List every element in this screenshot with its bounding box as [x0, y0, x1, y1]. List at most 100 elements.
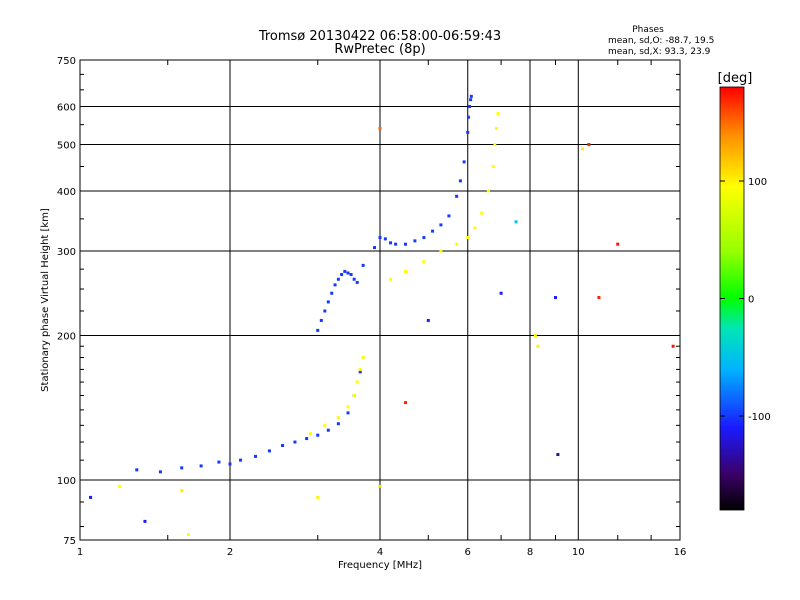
colorbar-label: [deg] [718, 71, 753, 86]
data-point-s2-8 [499, 291, 503, 295]
data-point-s2-16 [597, 296, 601, 300]
data-point-s0-45 [462, 160, 466, 164]
data-point-s1-6 [358, 367, 362, 371]
data-point-s2-20 [403, 401, 407, 405]
data-point-s0-6 [239, 458, 243, 462]
data-point-s0-4 [217, 460, 221, 464]
data-point-s0-17 [358, 370, 362, 374]
data-point-s0-13 [326, 428, 330, 432]
data-point-s0-50 [469, 94, 473, 98]
data-point-s1-14 [473, 226, 477, 230]
data-point-s0-15 [346, 411, 350, 415]
grid [80, 60, 680, 540]
data-point-s0-37 [403, 242, 407, 246]
data-point-s1-19 [494, 126, 498, 130]
data-point-s0-47 [466, 115, 470, 119]
x-tick-label-8: 8 [527, 547, 533, 558]
data-point-s0-41 [439, 223, 443, 227]
y-tick-label-400: 400 [57, 187, 76, 198]
data-point-s1-13 [466, 236, 470, 240]
legend-line-o: mean, sd,O: -88.7, 19.5 [608, 36, 714, 46]
data-point-s0-26 [343, 269, 347, 273]
x-axis: 1 2 4 6 8 10 16 [77, 60, 686, 558]
legend-header: Phases [632, 25, 664, 35]
data-point-s0-11 [305, 437, 309, 441]
data-point-s0-20 [323, 309, 327, 313]
data-point-s0-33 [378, 236, 382, 240]
data-point-s2-17 [616, 242, 620, 246]
data-point-s0-18 [316, 328, 320, 332]
data-point-s0-44 [458, 179, 462, 183]
data-point-s2-12 [553, 296, 557, 300]
data-point-s0-32 [373, 246, 377, 250]
data-point-s1-5 [355, 380, 359, 384]
y-tick-label-600: 600 [57, 103, 76, 114]
y-tick-label-300: 300 [57, 247, 76, 258]
data-point-s2-14 [581, 147, 585, 151]
colorbar-tick-label--100: -100 [748, 412, 771, 423]
data-point-s1-2 [336, 415, 340, 419]
data-point-s0-28 [349, 273, 353, 277]
data-point-s0-24 [336, 277, 340, 281]
data-point-s0-39 [422, 236, 426, 240]
y-tick-label-500: 500 [57, 141, 76, 152]
data-point-s1-7 [361, 355, 365, 359]
data-point-s0-29 [352, 277, 356, 281]
data-point-s2-15 [587, 143, 591, 147]
data-point-s0-5 [228, 462, 232, 466]
data-point-s0-14 [336, 422, 340, 426]
x-tick-label-4: 4 [377, 547, 383, 558]
data-point-s1-18 [493, 143, 497, 147]
data-point-s0-49 [469, 98, 473, 102]
data-point-s2-7 [378, 484, 382, 488]
data-point-s0-2 [180, 466, 184, 470]
y-tick-label-750: 750 [57, 56, 76, 67]
data-point-s1-10 [422, 260, 426, 264]
data-point-s0-42 [447, 214, 451, 218]
chart-subtitle: RwPretec (8p) [334, 42, 425, 57]
data-point-s0-40 [431, 229, 435, 233]
data-point-s0-34 [383, 237, 387, 241]
data-point-s0-38 [413, 239, 417, 243]
data-point-s0-46 [466, 130, 470, 134]
data-point-s0-36 [394, 242, 398, 246]
y-tick-label-75: 75 [63, 536, 76, 547]
data-point-s0-22 [330, 291, 334, 295]
data-point-s1-11 [439, 249, 443, 253]
data-point-s0-43 [455, 194, 459, 198]
data-point-s2-9 [514, 220, 518, 224]
data-point-s2-18 [671, 344, 675, 348]
y-tick-label-100: 100 [57, 476, 76, 487]
data-point-s1-3 [346, 405, 350, 409]
data-point-s0-31 [361, 263, 365, 267]
x-tick-label-10: 10 [572, 547, 585, 558]
data-point-s1-1 [323, 423, 327, 427]
data-point-s0-21 [326, 300, 330, 304]
data-point-s0-9 [281, 444, 285, 448]
data-point-s1-12 [455, 242, 459, 246]
data-point-s2-2 [143, 519, 147, 523]
data-point-s2-4 [186, 533, 190, 537]
data-point-s0-30 [355, 280, 359, 284]
data-point-s1-20 [496, 112, 500, 116]
data-point-s1-17 [491, 164, 495, 168]
legend-line-x: mean, sd,X: 93.3, 23.9 [608, 47, 711, 57]
y-axis-label: Stationary phase Virtual Height [km] [40, 208, 51, 392]
data-point-s0-7 [253, 454, 257, 458]
data-point-s0-35 [389, 241, 393, 245]
data-point-s2-11 [536, 344, 540, 348]
data-point-s1-8 [389, 277, 393, 281]
x-tick-label-2: 2 [227, 547, 233, 558]
y-axis: 75 100 200 300 400 500 600 750 [57, 56, 680, 547]
data-point-s2-19 [426, 318, 430, 322]
colorbar-ticks: 100 0 -100 [720, 177, 771, 423]
y-tick-label-200: 200 [57, 332, 76, 343]
data-point-s2-5 [316, 495, 320, 499]
colorbar-tick-label-100: 100 [748, 177, 767, 188]
data-point-s2-3 [180, 489, 184, 493]
chart-title: Tromsø 20130422 06:58:00-06:59:43 [258, 29, 501, 44]
x-axis-label: Frequency [MHz] [338, 560, 422, 571]
data-point-s2-13 [556, 453, 560, 457]
data-point-s0-23 [333, 283, 337, 287]
